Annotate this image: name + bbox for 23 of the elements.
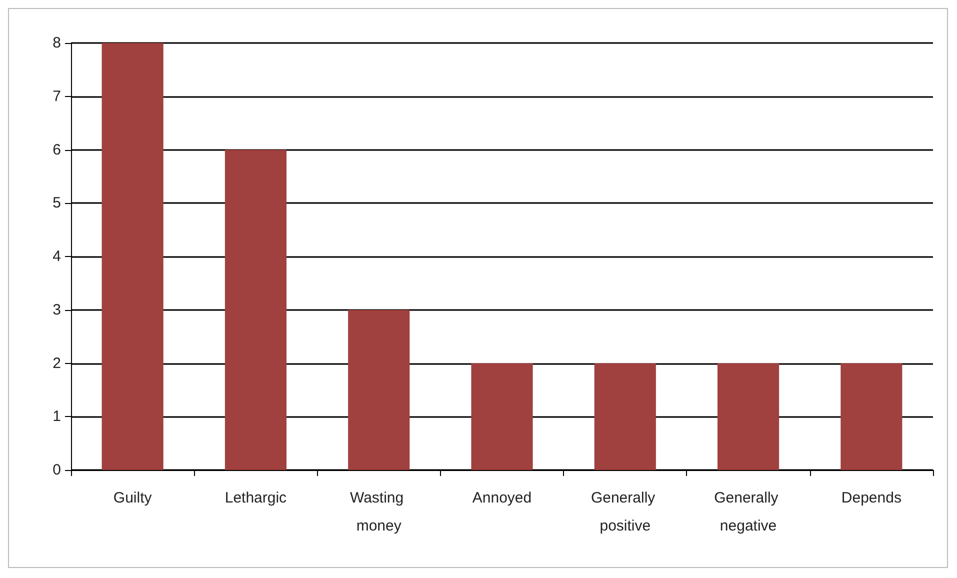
bar	[348, 310, 410, 470]
y-tick-label: 3	[52, 301, 61, 318]
x-tick-label: Generally negative	[714, 490, 782, 534]
x-tick-label: Generally positive	[590, 490, 660, 534]
bar	[718, 363, 780, 470]
y-tick-label: 8	[52, 34, 61, 52]
bar	[471, 363, 533, 470]
x-tick-label: Guilty	[113, 490, 152, 506]
y-tick-label: 1	[52, 408, 61, 426]
y-tick-label: 0	[52, 462, 61, 478]
y-tick-label: 5	[52, 194, 61, 212]
bar	[840, 363, 902, 470]
x-tick-label: Lethargic	[224, 490, 288, 506]
y-tick-label: 2	[52, 354, 61, 372]
x-tick-label: Depends	[841, 490, 902, 506]
y-tick-label: 6	[52, 141, 61, 158]
bar	[594, 363, 656, 470]
y-tick-label: 4	[52, 248, 61, 265]
x-tick-label: Annoyed	[472, 490, 532, 506]
bar	[224, 150, 286, 470]
x-tick-label: Wasting money	[350, 490, 408, 534]
bar	[102, 43, 164, 470]
y-tick-label: 7	[52, 88, 61, 105]
